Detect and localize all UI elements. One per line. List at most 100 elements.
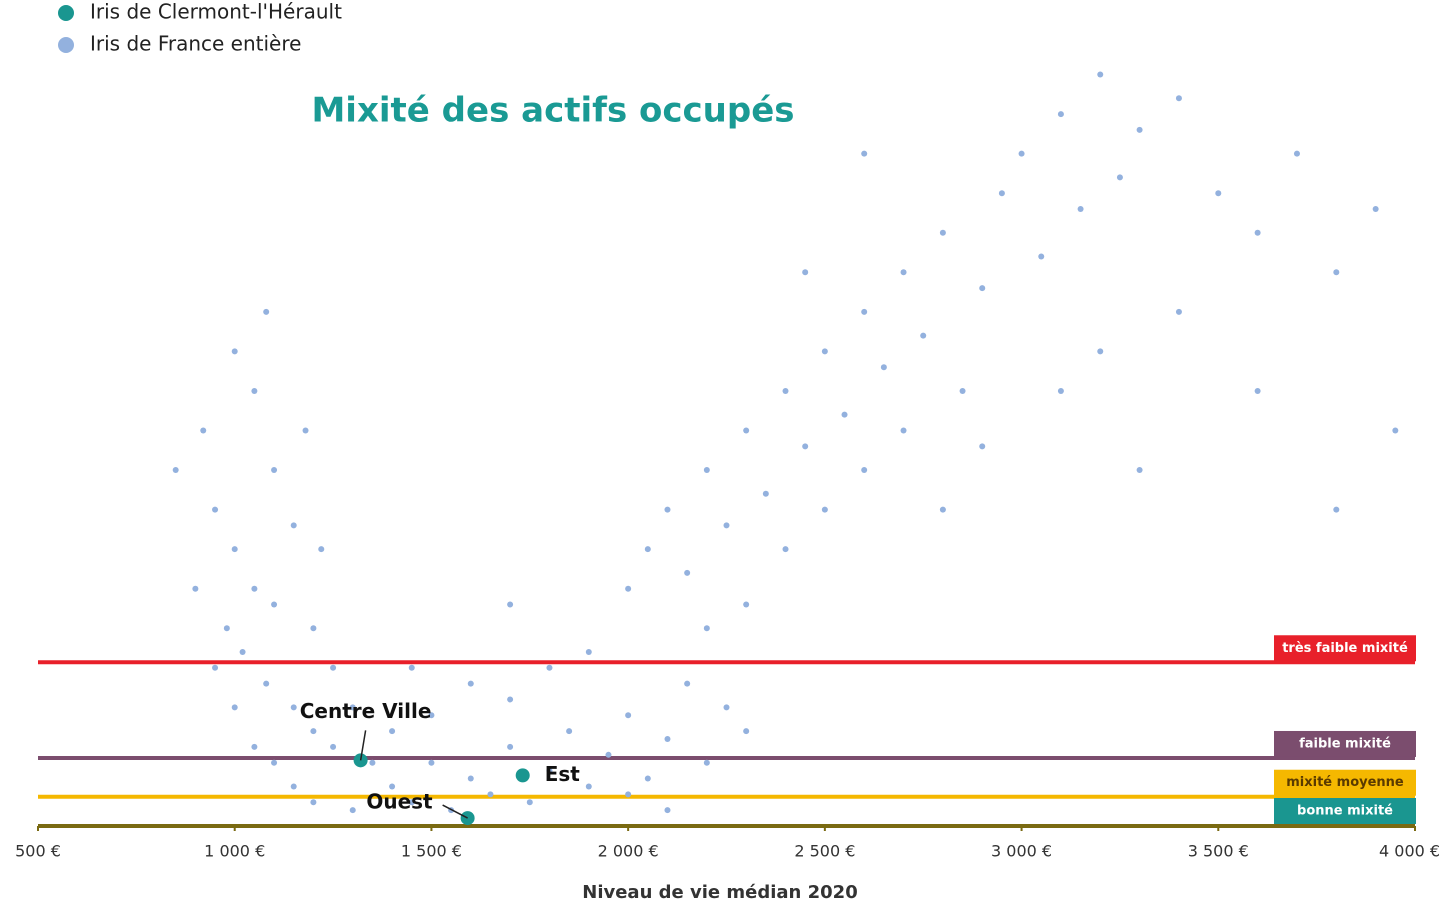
point [310, 625, 317, 632]
point [200, 427, 207, 434]
point [1136, 467, 1143, 474]
annotation: Est [545, 762, 581, 786]
point [625, 712, 632, 719]
point [979, 443, 986, 450]
point [1057, 387, 1064, 394]
point [546, 767, 553, 774]
point [703, 467, 710, 474]
point [231, 704, 238, 711]
point [271, 467, 278, 474]
point [546, 664, 553, 671]
point [1372, 206, 1379, 213]
point [959, 387, 966, 394]
point [684, 569, 691, 576]
point [566, 728, 573, 735]
point [821, 348, 828, 355]
threshold-box [1274, 730, 1416, 757]
x-tick-label: 2 000 € [598, 842, 659, 861]
point [625, 585, 632, 592]
point [290, 704, 297, 711]
x-tick-label: 3 500 € [1188, 842, 1249, 861]
point [487, 791, 494, 798]
point [507, 743, 514, 750]
point [172, 467, 179, 474]
point [861, 467, 868, 474]
point [251, 743, 258, 750]
threshold-box [1274, 798, 1416, 824]
point [507, 696, 514, 703]
annotation: Centre Ville [300, 699, 432, 723]
point [743, 728, 750, 735]
point [1175, 308, 1182, 315]
point [900, 269, 907, 276]
point [1057, 111, 1064, 118]
point [310, 728, 317, 735]
point [251, 585, 258, 592]
point [821, 506, 828, 513]
point [644, 775, 651, 782]
legend-marker [58, 5, 74, 21]
point [585, 783, 592, 790]
point [223, 625, 230, 632]
x-tick-label: 3 000 € [991, 842, 1052, 861]
point [1175, 95, 1182, 102]
point [263, 680, 270, 687]
point [664, 506, 671, 513]
point [507, 601, 514, 608]
point [251, 387, 258, 394]
point [1038, 253, 1045, 260]
legend-marker [58, 37, 74, 53]
point [408, 799, 415, 806]
point [408, 664, 415, 671]
point [605, 751, 612, 758]
point [1254, 229, 1261, 236]
point [723, 704, 730, 711]
x-tick-label: 2 500 € [794, 842, 855, 861]
point [1254, 387, 1261, 394]
point [782, 387, 789, 394]
point [743, 601, 750, 608]
point [920, 332, 927, 339]
point [644, 546, 651, 553]
x-tick-label: 4 000 € [1379, 842, 1440, 861]
point [192, 585, 199, 592]
threshold-label: bonne mixité [1297, 804, 1393, 819]
annotation: Ouest [366, 790, 433, 814]
point [526, 799, 533, 806]
point [428, 759, 435, 766]
point [861, 308, 868, 315]
point [1136, 126, 1143, 133]
x-axis-label: Niveau de vie médian 2020 [582, 882, 857, 903]
point [389, 728, 396, 735]
point [979, 285, 986, 292]
point [318, 546, 325, 553]
point [1097, 71, 1104, 78]
point [1333, 269, 1340, 276]
point [515, 768, 530, 783]
point [369, 759, 376, 766]
point [1018, 150, 1025, 157]
chart-title: Mixité des actifs occupés [311, 91, 794, 131]
point [684, 680, 691, 687]
point [625, 791, 632, 798]
point [349, 704, 356, 711]
point [703, 759, 710, 766]
point [1097, 348, 1104, 355]
x-tick-label: 1 000 € [204, 842, 265, 861]
point [664, 735, 671, 742]
point [762, 490, 769, 497]
point [330, 664, 337, 671]
point [900, 427, 907, 434]
point [389, 783, 396, 790]
threshold-label: faible mixité [1299, 736, 1391, 751]
point [939, 506, 946, 513]
x-tick-label: 500 € [15, 842, 61, 861]
point [1392, 427, 1399, 434]
point [861, 150, 868, 157]
annotation-connector [359, 730, 367, 761]
point [212, 664, 219, 671]
point [428, 712, 435, 719]
point [239, 648, 246, 655]
legend-label: Iris de Clermont-l'Hérault [90, 0, 342, 24]
point [1293, 150, 1300, 157]
